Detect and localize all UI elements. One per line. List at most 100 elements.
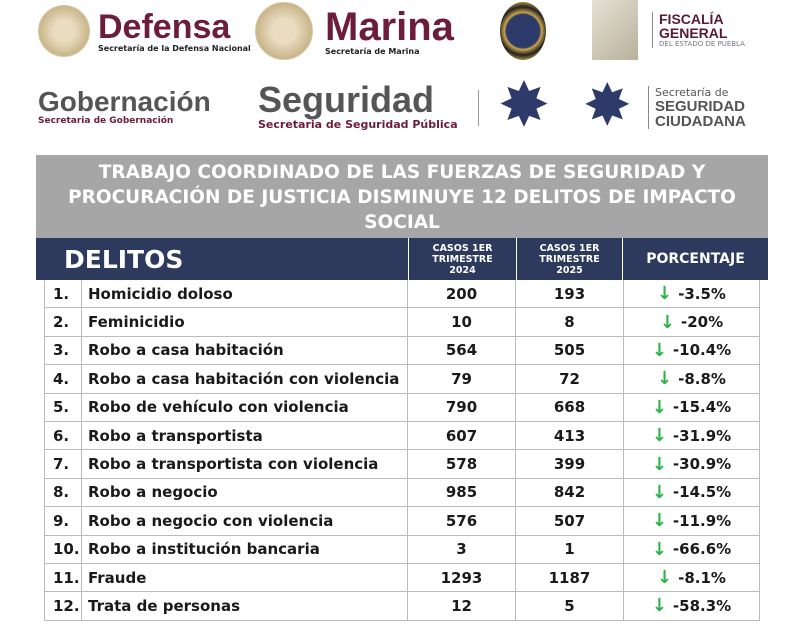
- percentage-value: -58.3%: [672, 596, 732, 615]
- row-number: 3.: [44, 336, 82, 365]
- percentage-cell: ↓ -58.3%: [624, 592, 760, 620]
- coat-of-arms-icon: [255, 2, 313, 60]
- crime-name: Robo a negocio con violencia: [82, 507, 408, 535]
- row-number: 11.: [44, 563, 82, 592]
- ssc-line2: SEGURIDAD: [655, 98, 746, 115]
- cases-2025: 72: [516, 365, 624, 393]
- percentage-value: -8.8%: [678, 369, 726, 388]
- cases-2024: 564: [408, 336, 516, 365]
- cases-2025: 505: [516, 336, 624, 365]
- cases-2024: 12: [408, 592, 516, 620]
- logo-seguridad: Seguridad Secretaria de Seguridad Públic…: [258, 79, 458, 132]
- ssc-star-badge-icon: ✸: [583, 71, 632, 139]
- percentage-value: -31.9%: [672, 426, 732, 445]
- percentage-value: -20%: [680, 313, 724, 332]
- table-row: 1. Homicidio doloso 200 193 ↓ -3.5%: [44, 280, 760, 309]
- percentage-value: -10.4%: [672, 341, 732, 360]
- percentage-cell: ↓ -14.5%: [624, 478, 760, 507]
- coat-of-arms-icon: [38, 5, 90, 57]
- cases-2024: 985: [408, 478, 516, 507]
- fiscalia-line2: GENERAL: [659, 25, 728, 41]
- arrow-down-icon: ↓: [659, 311, 675, 333]
- arrow-down-icon: ↓: [651, 339, 667, 361]
- header-delitos: DELITOS: [64, 244, 184, 274]
- percentage-cell: ↓ -11.9%: [624, 507, 760, 535]
- cases-2025: 507: [516, 507, 624, 535]
- arrow-down-icon: ↓: [651, 538, 667, 560]
- logo-gobernacion-sub: Secretaria de Gobernación: [38, 116, 174, 126]
- cases-2025: 399: [516, 450, 624, 478]
- crime-name: Robo a casa habitación con violencia: [82, 365, 408, 393]
- logo-gobernacion-name: Gobernación: [38, 86, 211, 117]
- ssp-star-badge-icon: ✸: [498, 68, 550, 141]
- cases-2024: 10: [408, 308, 516, 336]
- crime-name: Homicidio doloso: [82, 280, 408, 308]
- fiscalia-emblem-icon: [592, 0, 638, 60]
- cases-2025: 5: [516, 592, 624, 620]
- table-row: 6. Robo a transportista 607 413 ↓ -31.9%: [44, 421, 760, 451]
- arrow-down-icon: ↓: [657, 567, 673, 589]
- logo-seguridad-name: Seguridad: [258, 79, 435, 120]
- arrow-down-icon: ↓: [651, 595, 667, 617]
- logo-fiscalia: FISCALÍA GENERAL DEL ESTADO DE PUEBLA: [592, 0, 745, 60]
- arrow-down-icon: ↓: [651, 453, 667, 475]
- logo-defensa: Defensa Secretaría de la Defensa Nacional: [38, 5, 251, 57]
- row-number: 2.: [44, 308, 82, 336]
- header-casos-2024: CASOS 1ER TRIMESTRE 2024: [408, 238, 516, 280]
- cases-2024: 200: [408, 280, 516, 308]
- cases-2025: 193: [516, 280, 624, 308]
- percentage-value: -8.1%: [678, 568, 726, 587]
- logo-marina: Marina Secretaría de Marina: [255, 2, 454, 60]
- logo-gobernacion: Gobernación Secretaria de Gobernación: [38, 86, 211, 127]
- percentage-value: -66.6%: [672, 540, 732, 559]
- cases-2024: 576: [408, 507, 516, 535]
- row-number: 4.: [44, 365, 82, 393]
- table-row: 11. Fraude 1293 1187 ↓ -8.1%: [44, 563, 760, 593]
- arrow-down-icon: ↓: [651, 396, 667, 418]
- arrow-down-icon: ↓: [657, 368, 673, 390]
- percentage-cell: ↓ -8.1%: [624, 563, 760, 592]
- logo-marina-name: Marina: [325, 4, 454, 49]
- row-number: 8.: [44, 478, 82, 507]
- header-porcentaje: PORCENTAJE: [622, 238, 768, 280]
- header-casos-2025: CASOS 1ER TRIMESTRE 2025: [516, 238, 622, 280]
- logo-defensa-sub: Secretaría de la Defensa Nacional: [98, 43, 251, 53]
- percentage-value: -3.5%: [678, 284, 726, 303]
- table-row: 3. Robo a casa habitación 564 505 ↓ -10.4%: [44, 336, 760, 366]
- row-number: 6.: [44, 421, 82, 450]
- fiscalia-line3: DEL ESTADO DE PUEBLA: [659, 40, 745, 48]
- percentage-value: -15.4%: [672, 398, 732, 417]
- cases-2025: 842: [516, 478, 624, 507]
- arrow-down-icon: ↓: [651, 481, 667, 503]
- logo-seguridad-sub: Secretaria de Seguridad Pública: [258, 118, 458, 131]
- page-title: TRABAJO COORDINADO DE LAS FUERZAS DE SEG…: [36, 155, 768, 238]
- percentage-cell: ↓ -66.6%: [624, 535, 760, 563]
- table-row: 7. Robo a transportista con violencia 578 3…: [44, 450, 760, 479]
- arrow-down-icon: ↓: [657, 283, 673, 305]
- table-row: 5. Robo de vehículo con violencia 790 668 ↓ -…: [44, 393, 760, 422]
- cases-2024: 1293: [408, 563, 516, 592]
- row-number: 10.: [44, 535, 82, 563]
- percentage-cell: ↓ -20%: [624, 308, 760, 336]
- percentage-value: -14.5%: [672, 483, 732, 502]
- percentage-cell: ↓ -3.5%: [624, 280, 760, 308]
- percentage-value: -11.9%: [672, 511, 732, 530]
- table-header: DELITOS CASOS 1ER TRIMESTRE 2024 CASOS 1…: [36, 238, 768, 280]
- crime-name: Robo a transportista: [82, 421, 408, 450]
- table-row: 8. Robo a negocio 985 842 ↓ -14.5%: [44, 478, 760, 508]
- cases-2025: 1: [516, 535, 624, 563]
- logo-marina-sub: Secretaría de Marina: [325, 46, 420, 56]
- cases-2024: 79: [408, 365, 516, 393]
- row-number: 5.: [44, 393, 82, 421]
- arrow-down-icon: ↓: [651, 425, 667, 447]
- crime-name: Robo de vehículo con violencia: [82, 393, 408, 421]
- table-row: 2. Feminicidio 10 8 ↓ -20%: [44, 308, 760, 337]
- row-number: 9.: [44, 507, 82, 535]
- percentage-cell: ↓ -30.9%: [624, 450, 760, 478]
- crime-name: Robo a institución bancaria: [82, 535, 408, 563]
- crime-name: Robo a transportista con violencia: [82, 450, 408, 478]
- row-number: 7.: [44, 450, 82, 478]
- table-row: 10. Robo a institución bancaria 3 1 ↓ -66.6%: [44, 535, 760, 564]
- crime-name: Fraude: [82, 563, 408, 592]
- ssc-line1: Secretaría de: [655, 86, 729, 99]
